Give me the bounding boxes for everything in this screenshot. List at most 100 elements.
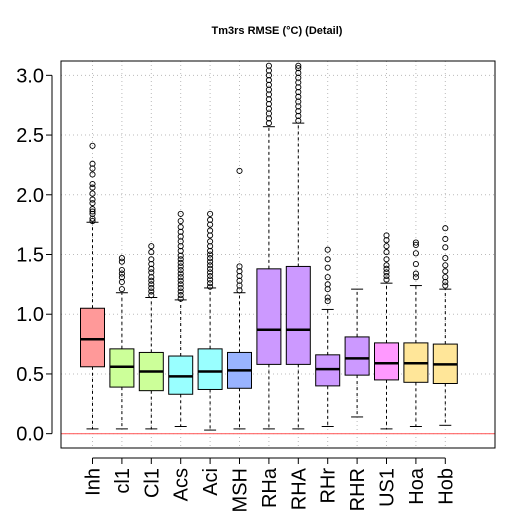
outlier-point <box>412 239 419 246</box>
outlier-point <box>207 265 214 272</box>
outlier-point <box>148 277 155 284</box>
outlier-point <box>442 255 449 262</box>
outlier-point <box>442 282 449 289</box>
outlier-point <box>207 280 214 287</box>
outlier-point <box>236 263 243 270</box>
outlier-point <box>89 160 96 167</box>
x-tick-label: Hob <box>435 468 457 505</box>
box-cl1 <box>109 255 135 430</box>
box-RHa <box>256 62 282 430</box>
outlier-point <box>148 243 155 250</box>
outlier-point <box>148 256 155 263</box>
outlier-point <box>177 263 184 270</box>
outlier-point <box>383 232 390 239</box>
outlier-point <box>89 190 96 197</box>
outlier-point <box>148 292 155 299</box>
outlier-point <box>207 227 214 234</box>
outlier-point <box>207 216 214 223</box>
box-RHr <box>315 246 341 427</box>
grid-lines <box>61 61 495 448</box>
box-US1 <box>374 232 399 430</box>
outlier-point <box>383 262 390 269</box>
outlier-point <box>177 295 184 302</box>
outlier-point <box>177 270 184 277</box>
box-Hob <box>432 225 458 426</box>
outlier-point <box>89 206 96 213</box>
outlier-point <box>118 258 125 265</box>
x-tick-label: RHr <box>318 468 340 504</box>
x-tick-label: RHA <box>288 467 310 510</box>
outlier-point <box>412 250 419 257</box>
outlier-point <box>89 171 96 178</box>
outlier-point <box>207 258 214 265</box>
x-tick-label: Inh <box>83 468 105 496</box>
y-tick-label: 3.0 <box>16 65 44 87</box>
outlier-point <box>324 246 331 253</box>
chart-title: Tm3rs RMSE (°C) (Detail) <box>212 25 343 37</box>
box-series <box>80 62 458 431</box>
x-tick-label: Acs <box>171 468 193 501</box>
box-iqr <box>256 268 282 365</box>
outlier-point <box>89 200 96 207</box>
box-RHR <box>344 288 370 418</box>
y-axis: 0.0 0.5 1.0 1.5 2.0 2.5 3.0 <box>16 65 53 446</box>
plot-frame <box>60 60 496 449</box>
x-tick-label: cl1 <box>112 468 134 494</box>
y-tick-label: 0.0 <box>16 424 44 446</box>
outlier-point <box>383 276 390 283</box>
x-tick-label: Cl1 <box>141 468 163 498</box>
outlier-point <box>118 266 125 274</box>
outlier-point <box>324 264 331 271</box>
outlier-point <box>383 272 390 280</box>
outlier-point <box>442 268 449 275</box>
outlier-point <box>148 281 155 288</box>
outlier-point <box>177 288 184 295</box>
y-tick-label: 2.0 <box>16 185 44 207</box>
outlier-point <box>177 210 184 217</box>
outlier-point <box>177 292 184 299</box>
outlier-point <box>207 251 214 258</box>
outlier-point <box>442 244 449 251</box>
outlier-point <box>412 261 419 268</box>
box-iqr <box>197 348 223 390</box>
outlier-point <box>177 281 184 288</box>
box-iqr <box>285 265 311 365</box>
outlier-point <box>383 265 390 272</box>
outlier-point <box>412 241 419 248</box>
outlier-point <box>324 256 331 263</box>
outlier-point <box>383 243 390 250</box>
outlier-point <box>177 218 184 225</box>
outlier-point <box>207 255 214 262</box>
x-tick-label: RHa <box>259 467 281 508</box>
outlier-point <box>412 274 419 281</box>
box-MSH <box>227 167 252 430</box>
outlier-point <box>324 298 331 305</box>
x-tick-label: US1 <box>377 468 399 507</box>
x-tick-label: MSH <box>230 468 252 512</box>
outlier-point <box>295 62 302 69</box>
outlier-point <box>412 270 419 277</box>
outlier-point <box>118 270 125 277</box>
box-Hoa <box>403 239 429 427</box>
outlier-point <box>89 196 96 203</box>
outlier-point <box>324 281 331 288</box>
outlier-point <box>442 262 449 269</box>
outlier-point <box>89 184 96 191</box>
box-RHA <box>285 62 311 430</box>
outlier-point <box>207 272 214 280</box>
box-iqr <box>374 342 399 381</box>
outlier-point <box>383 249 390 256</box>
box-iqr <box>80 307 105 368</box>
outlier-point <box>148 284 155 291</box>
outlier-point <box>236 167 243 174</box>
outlier-point <box>89 180 96 188</box>
outlier-point <box>177 266 184 274</box>
box-Acs <box>168 210 194 427</box>
outlier-point <box>177 256 184 263</box>
outlier-point <box>89 218 96 225</box>
outlier-point <box>442 274 449 281</box>
outlier-point <box>177 284 184 291</box>
outlier-point <box>89 208 96 215</box>
outlier-point <box>324 274 331 281</box>
outlier-point <box>118 286 125 293</box>
